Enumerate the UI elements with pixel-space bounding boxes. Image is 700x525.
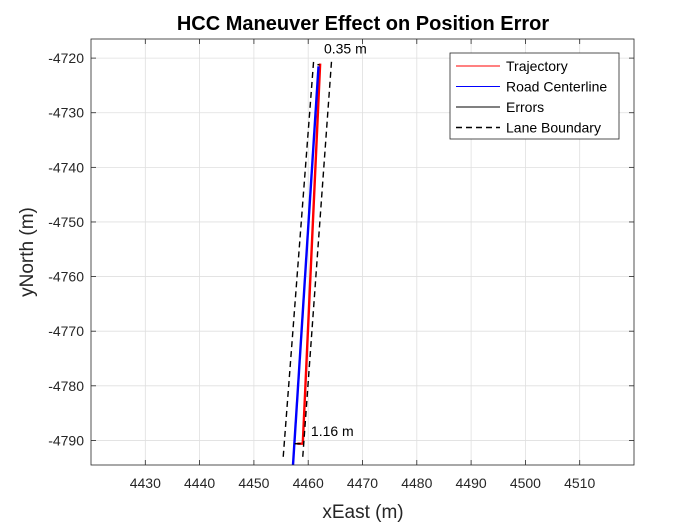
y-tick-label: -4730	[48, 105, 84, 121]
legend-label-errors: Errors	[506, 99, 544, 115]
x-tick-label: 4500	[510, 475, 541, 491]
series-lane-boundary	[302, 60, 333, 457]
x-tick-label: 4430	[130, 475, 161, 491]
x-axis-label: xEast (m)	[322, 502, 403, 523]
x-tick-label: 4470	[347, 475, 378, 491]
annotations: 0.35 m 1.16 m	[311, 41, 367, 439]
y-axis-label: yNorth (m)	[17, 207, 38, 297]
legend-box	[449, 52, 620, 140]
legend: Trajectory Road Centerline Errors Lane Boun…	[449, 52, 620, 140]
x-tick-label: 4480	[401, 475, 432, 491]
legend-label-road-centerline: Road Centerline	[506, 79, 607, 95]
series-road-centerline	[291, 66, 320, 466]
y-tick-label: -4770	[48, 323, 84, 339]
annotation-label: 0.35 m	[324, 41, 367, 57]
series-lane-boundary	[282, 60, 315, 457]
y-tick-label: -4740	[48, 159, 84, 175]
legend-label-trajectory: Trajectory	[506, 58, 568, 74]
x-tick-label: 4440	[184, 475, 215, 491]
y-tick-label: -4750	[48, 214, 84, 230]
y-tick-label: -4780	[48, 378, 84, 394]
series-layer	[282, 60, 333, 466]
y-tick-label: -4760	[48, 269, 84, 285]
chart-title: HCC Maneuver Effect on Position Error	[177, 13, 549, 35]
x-tick-label: 4490	[456, 475, 487, 491]
y-tick-label: -4790	[48, 432, 84, 448]
legend-label-lane-boundary: Lane Boundary	[506, 120, 601, 136]
x-tick-label: 4510	[564, 475, 595, 491]
x-tick-label: 4450	[238, 475, 269, 491]
x-tick-label: 4460	[293, 475, 324, 491]
annotation-label: 1.16 m	[311, 423, 354, 439]
ticks: 4430 4440 4450 4460 4470 4480 4490 4500 4510 -479…	[48, 39, 634, 491]
y-tick-label: -4720	[48, 50, 84, 66]
